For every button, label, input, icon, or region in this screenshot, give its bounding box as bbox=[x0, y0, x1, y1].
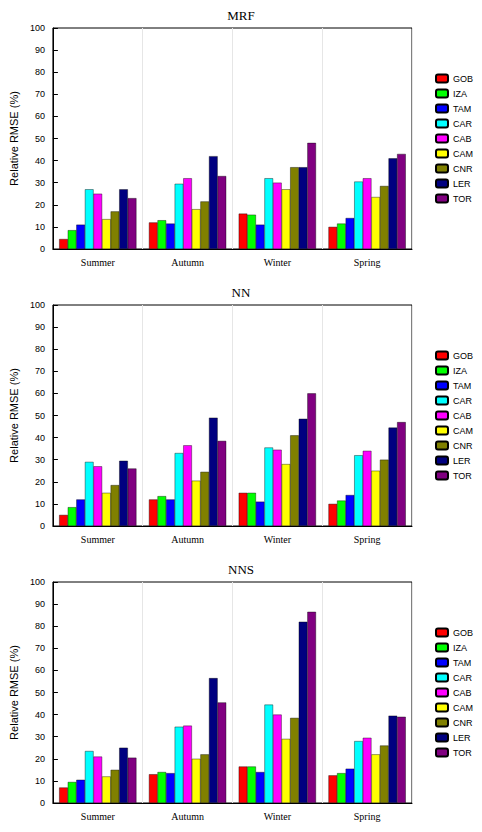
svg-text:0: 0 bbox=[40, 798, 45, 808]
svg-text:Summer: Summer bbox=[81, 811, 116, 822]
svg-text:GOB: GOB bbox=[453, 351, 473, 361]
svg-text:Summer: Summer bbox=[81, 534, 116, 545]
svg-text:CAM: CAM bbox=[453, 426, 473, 436]
svg-text:Winter: Winter bbox=[264, 811, 292, 822]
svg-text:0: 0 bbox=[40, 244, 45, 254]
svg-text:Relative RMSE (%): Relative RMSE (%) bbox=[8, 368, 20, 463]
svg-text:CNR: CNR bbox=[453, 441, 473, 451]
svg-text:30: 30 bbox=[35, 455, 45, 465]
svg-text:Autumn: Autumn bbox=[171, 534, 204, 545]
svg-text:40: 40 bbox=[35, 156, 45, 166]
svg-text:70: 70 bbox=[35, 89, 45, 99]
svg-text:40: 40 bbox=[35, 710, 45, 720]
svg-text:90: 90 bbox=[35, 322, 45, 332]
svg-text:NNS: NNS bbox=[228, 562, 254, 577]
svg-text:10: 10 bbox=[35, 776, 45, 786]
svg-text:50: 50 bbox=[35, 411, 45, 421]
svg-text:TAM: TAM bbox=[453, 658, 471, 668]
svg-text:Winter: Winter bbox=[264, 534, 292, 545]
svg-text:NN: NN bbox=[232, 285, 251, 300]
svg-text:60: 60 bbox=[35, 388, 45, 398]
svg-text:70: 70 bbox=[35, 643, 45, 653]
svg-text:TOR: TOR bbox=[453, 471, 472, 481]
svg-text:Autumn: Autumn bbox=[171, 257, 204, 268]
svg-text:Relative RMSE (%): Relative RMSE (%) bbox=[8, 91, 20, 186]
svg-text:CAM: CAM bbox=[453, 149, 473, 159]
svg-text:100: 100 bbox=[30, 300, 45, 310]
svg-text:100: 100 bbox=[30, 577, 45, 587]
svg-text:LER: LER bbox=[453, 179, 471, 189]
svg-text:CAR: CAR bbox=[453, 396, 473, 406]
svg-text:CNR: CNR bbox=[453, 718, 473, 728]
svg-text:TOR: TOR bbox=[453, 748, 472, 758]
svg-text:30: 30 bbox=[35, 178, 45, 188]
svg-text:80: 80 bbox=[35, 344, 45, 354]
svg-text:IZA: IZA bbox=[453, 89, 467, 99]
svg-text:80: 80 bbox=[35, 67, 45, 77]
svg-text:CAR: CAR bbox=[453, 119, 473, 129]
svg-text:60: 60 bbox=[35, 665, 45, 675]
svg-text:90: 90 bbox=[35, 599, 45, 609]
svg-text:50: 50 bbox=[35, 688, 45, 698]
svg-text:20: 20 bbox=[35, 200, 45, 210]
svg-text:Spring: Spring bbox=[354, 534, 381, 545]
svg-text:10: 10 bbox=[35, 499, 45, 509]
svg-text:TAM: TAM bbox=[453, 381, 471, 391]
svg-text:0: 0 bbox=[40, 521, 45, 531]
svg-text:CAB: CAB bbox=[453, 411, 472, 421]
svg-text:CAR: CAR bbox=[453, 673, 473, 683]
svg-text:40: 40 bbox=[35, 433, 45, 443]
svg-text:60: 60 bbox=[35, 111, 45, 121]
svg-text:CNR: CNR bbox=[453, 164, 473, 174]
svg-text:20: 20 bbox=[35, 477, 45, 487]
svg-text:CAB: CAB bbox=[453, 688, 472, 698]
svg-text:Autumn: Autumn bbox=[171, 811, 204, 822]
svg-text:CAM: CAM bbox=[453, 703, 473, 713]
svg-text:IZA: IZA bbox=[453, 366, 467, 376]
svg-text:TAM: TAM bbox=[453, 104, 471, 114]
svg-text:TOR: TOR bbox=[453, 194, 472, 204]
svg-text:Winter: Winter bbox=[264, 257, 292, 268]
svg-text:IZA: IZA bbox=[453, 643, 467, 653]
svg-text:Relative RMSE (%): Relative RMSE (%) bbox=[8, 645, 20, 740]
svg-text:10: 10 bbox=[35, 222, 45, 232]
svg-text:50: 50 bbox=[35, 134, 45, 144]
svg-text:100: 100 bbox=[30, 23, 45, 33]
svg-text:GOB: GOB bbox=[453, 628, 473, 638]
svg-text:GOB: GOB bbox=[453, 74, 473, 84]
svg-text:30: 30 bbox=[35, 732, 45, 742]
svg-text:Spring: Spring bbox=[354, 811, 381, 822]
svg-text:MRF: MRF bbox=[227, 8, 254, 23]
svg-text:Spring: Spring bbox=[354, 257, 381, 268]
svg-text:CAB: CAB bbox=[453, 134, 472, 144]
svg-text:20: 20 bbox=[35, 754, 45, 764]
svg-text:Summer: Summer bbox=[81, 257, 116, 268]
svg-text:90: 90 bbox=[35, 45, 45, 55]
svg-text:LER: LER bbox=[453, 456, 471, 466]
svg-text:LER: LER bbox=[453, 733, 471, 743]
svg-text:70: 70 bbox=[35, 366, 45, 376]
svg-text:80: 80 bbox=[35, 621, 45, 631]
